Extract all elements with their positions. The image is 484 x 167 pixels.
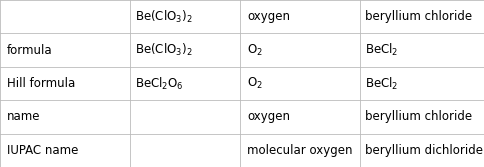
Text: beryllium chloride: beryllium chloride bbox=[365, 110, 472, 123]
Text: Be(ClO$_3$)$_2$: Be(ClO$_3$)$_2$ bbox=[135, 42, 192, 58]
Text: O$_2$: O$_2$ bbox=[247, 43, 263, 58]
Text: molecular oxygen: molecular oxygen bbox=[247, 144, 353, 157]
Text: BeCl$_2$: BeCl$_2$ bbox=[365, 75, 398, 92]
Text: formula: formula bbox=[7, 44, 53, 57]
Text: BeCl$_2$: BeCl$_2$ bbox=[365, 42, 398, 58]
Text: oxygen: oxygen bbox=[247, 10, 290, 23]
Text: IUPAC name: IUPAC name bbox=[7, 144, 78, 157]
Text: BeCl$_2$O$_6$: BeCl$_2$O$_6$ bbox=[135, 75, 183, 92]
Text: Hill formula: Hill formula bbox=[7, 77, 76, 90]
Text: O$_2$: O$_2$ bbox=[247, 76, 263, 91]
Text: beryllium chloride: beryllium chloride bbox=[365, 10, 472, 23]
Text: name: name bbox=[7, 110, 41, 123]
Text: beryllium dichloride: beryllium dichloride bbox=[365, 144, 483, 157]
Text: oxygen: oxygen bbox=[247, 110, 290, 123]
Text: Be(ClO$_3$)$_2$: Be(ClO$_3$)$_2$ bbox=[135, 9, 192, 25]
